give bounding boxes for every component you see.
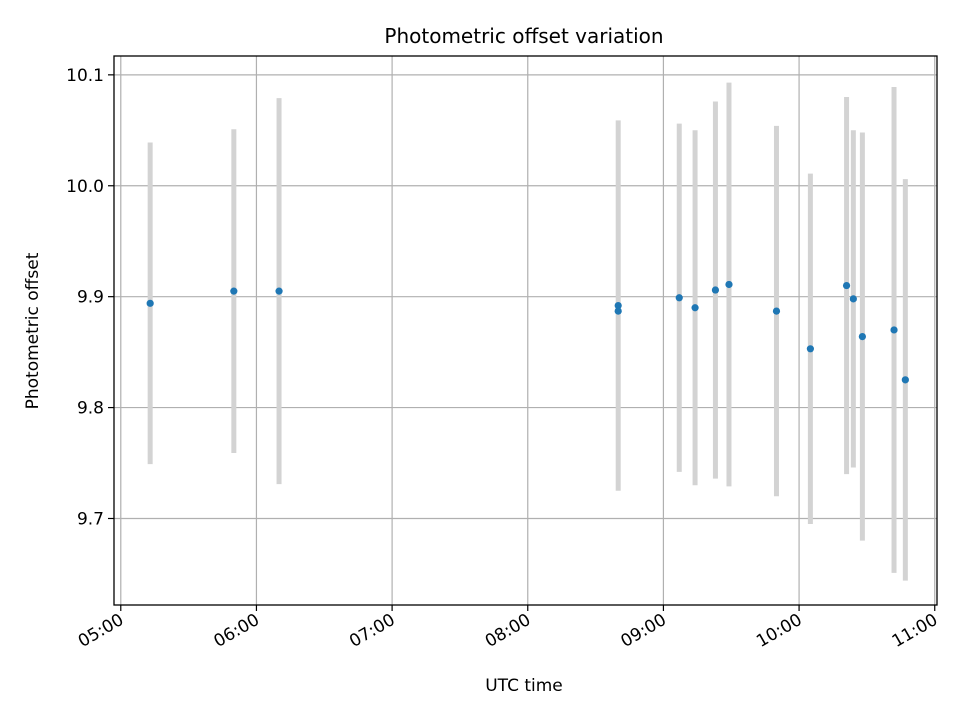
y-axis-ticks: 9.7 9.8 9.9 10.0 10.1 bbox=[66, 66, 114, 529]
y-tick-label: 10.1 bbox=[66, 66, 104, 86]
data-points bbox=[146, 280, 909, 384]
data-point bbox=[901, 376, 909, 384]
x-axis-label: UTC time bbox=[485, 676, 563, 696]
data-point bbox=[691, 304, 699, 312]
y-tick-label: 10.0 bbox=[66, 177, 104, 197]
data-point bbox=[890, 326, 898, 334]
data-point bbox=[614, 307, 622, 315]
data-point bbox=[842, 281, 851, 290]
plot-frame bbox=[113, 55, 938, 606]
data-point bbox=[711, 286, 720, 294]
data-point bbox=[146, 299, 154, 307]
y-tick-label: 9.9 bbox=[77, 288, 104, 308]
data-point bbox=[725, 280, 733, 289]
data-point bbox=[275, 287, 283, 295]
y-tick-label: 9.7 bbox=[77, 509, 104, 529]
data-point bbox=[849, 295, 857, 303]
data-point bbox=[858, 333, 866, 341]
grid bbox=[114, 56, 937, 605]
chart-title: Photometric offset variation bbox=[384, 24, 663, 48]
y-tick-label: 9.8 bbox=[77, 399, 104, 419]
data-point bbox=[230, 287, 238, 295]
data-point bbox=[614, 301, 622, 310]
data-point bbox=[806, 345, 814, 353]
y-axis-label: Photometric offset bbox=[23, 252, 43, 409]
data-point bbox=[675, 294, 683, 302]
data-point bbox=[772, 307, 781, 315]
